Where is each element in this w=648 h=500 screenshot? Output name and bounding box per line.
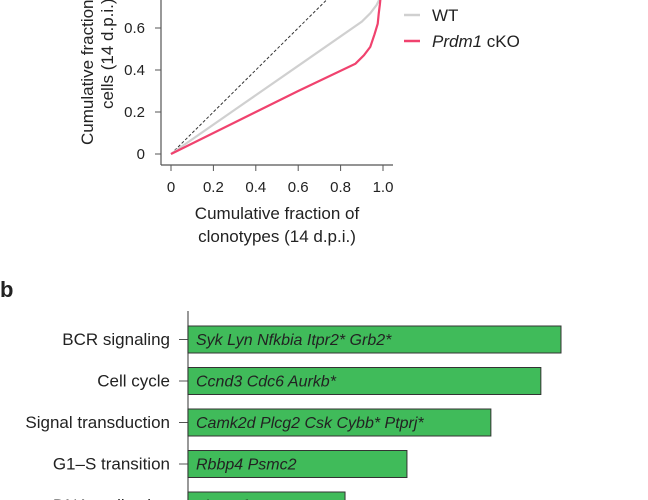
bar — [187, 325, 562, 354]
bar-category-label: Cell cycle — [97, 372, 170, 391]
x-tick-label: 0.8 — [330, 179, 351, 196]
y-tick-label: 0.2 — [124, 104, 145, 121]
y-tick-label: 0.4 — [124, 62, 145, 79]
legend-label-cko-rest: cKO — [482, 32, 520, 51]
bar-category-label: Signal transduction — [25, 413, 170, 432]
x-axis-label-line2: clonotypes (14 d.p.i.) — [198, 227, 356, 246]
legend: WT Prdm1 cKO — [404, 6, 520, 51]
y-axis-label-line2: cells (14 d.p.i.) — [98, 0, 117, 109]
legend-label-cko: Prdm1 cKO — [432, 32, 520, 51]
bar — [187, 491, 346, 500]
panel-label-b: b — [0, 277, 13, 302]
bar — [187, 408, 492, 437]
x-tick-label: 0 — [167, 179, 175, 196]
series-line-prdm1-cko — [170, 0, 382, 155]
bar-gene-label: Rbbp4 Psmc2 — [196, 457, 297, 474]
y-tick-label: 0 — [137, 146, 145, 163]
x-tick-label: 0.6 — [288, 179, 309, 196]
bar-category-label: G1–S transition — [53, 455, 170, 474]
bar-category-label: DNA replication — [53, 496, 170, 500]
x-tick-label: 0.2 — [203, 179, 224, 196]
bar — [187, 450, 408, 478]
bar-gene-label: Ccnd3 Cdc6 Aurkb* — [196, 374, 337, 391]
x-tick-label: 1.0 — [373, 179, 394, 196]
pathway-bar-chart: b BCR signaling Syk Lyn Nfkbia Itpr2* Grb… — [0, 277, 562, 500]
cumulative-fraction-chart: Cumulative fraction of cells (14 d.p.i.)… — [78, 0, 520, 246]
bar-gene-label: Syk Lyn Nfkbia Itpr2* Grb2* — [196, 332, 392, 349]
legend-label-cko-italic: Prdm1 — [432, 32, 482, 51]
y-tick-label: 0.6 — [124, 20, 145, 37]
x-axis-label-line1: Cumulative fraction of — [195, 204, 360, 223]
bar-gene-label: Lig1 Rfc1 — [196, 498, 264, 500]
series-line-wt — [170, 0, 381, 155]
y-axis-label-line1: Cumulative fraction of — [78, 0, 97, 145]
bar — [187, 367, 542, 395]
bar-gene-label: Camk2d Plcg2 Csk Cybb* Ptprj* — [196, 415, 424, 432]
bar-category-label: BCR signaling — [62, 330, 170, 349]
legend-label-wt: WT — [432, 6, 458, 25]
x-tick-label: 0.4 — [245, 179, 266, 196]
